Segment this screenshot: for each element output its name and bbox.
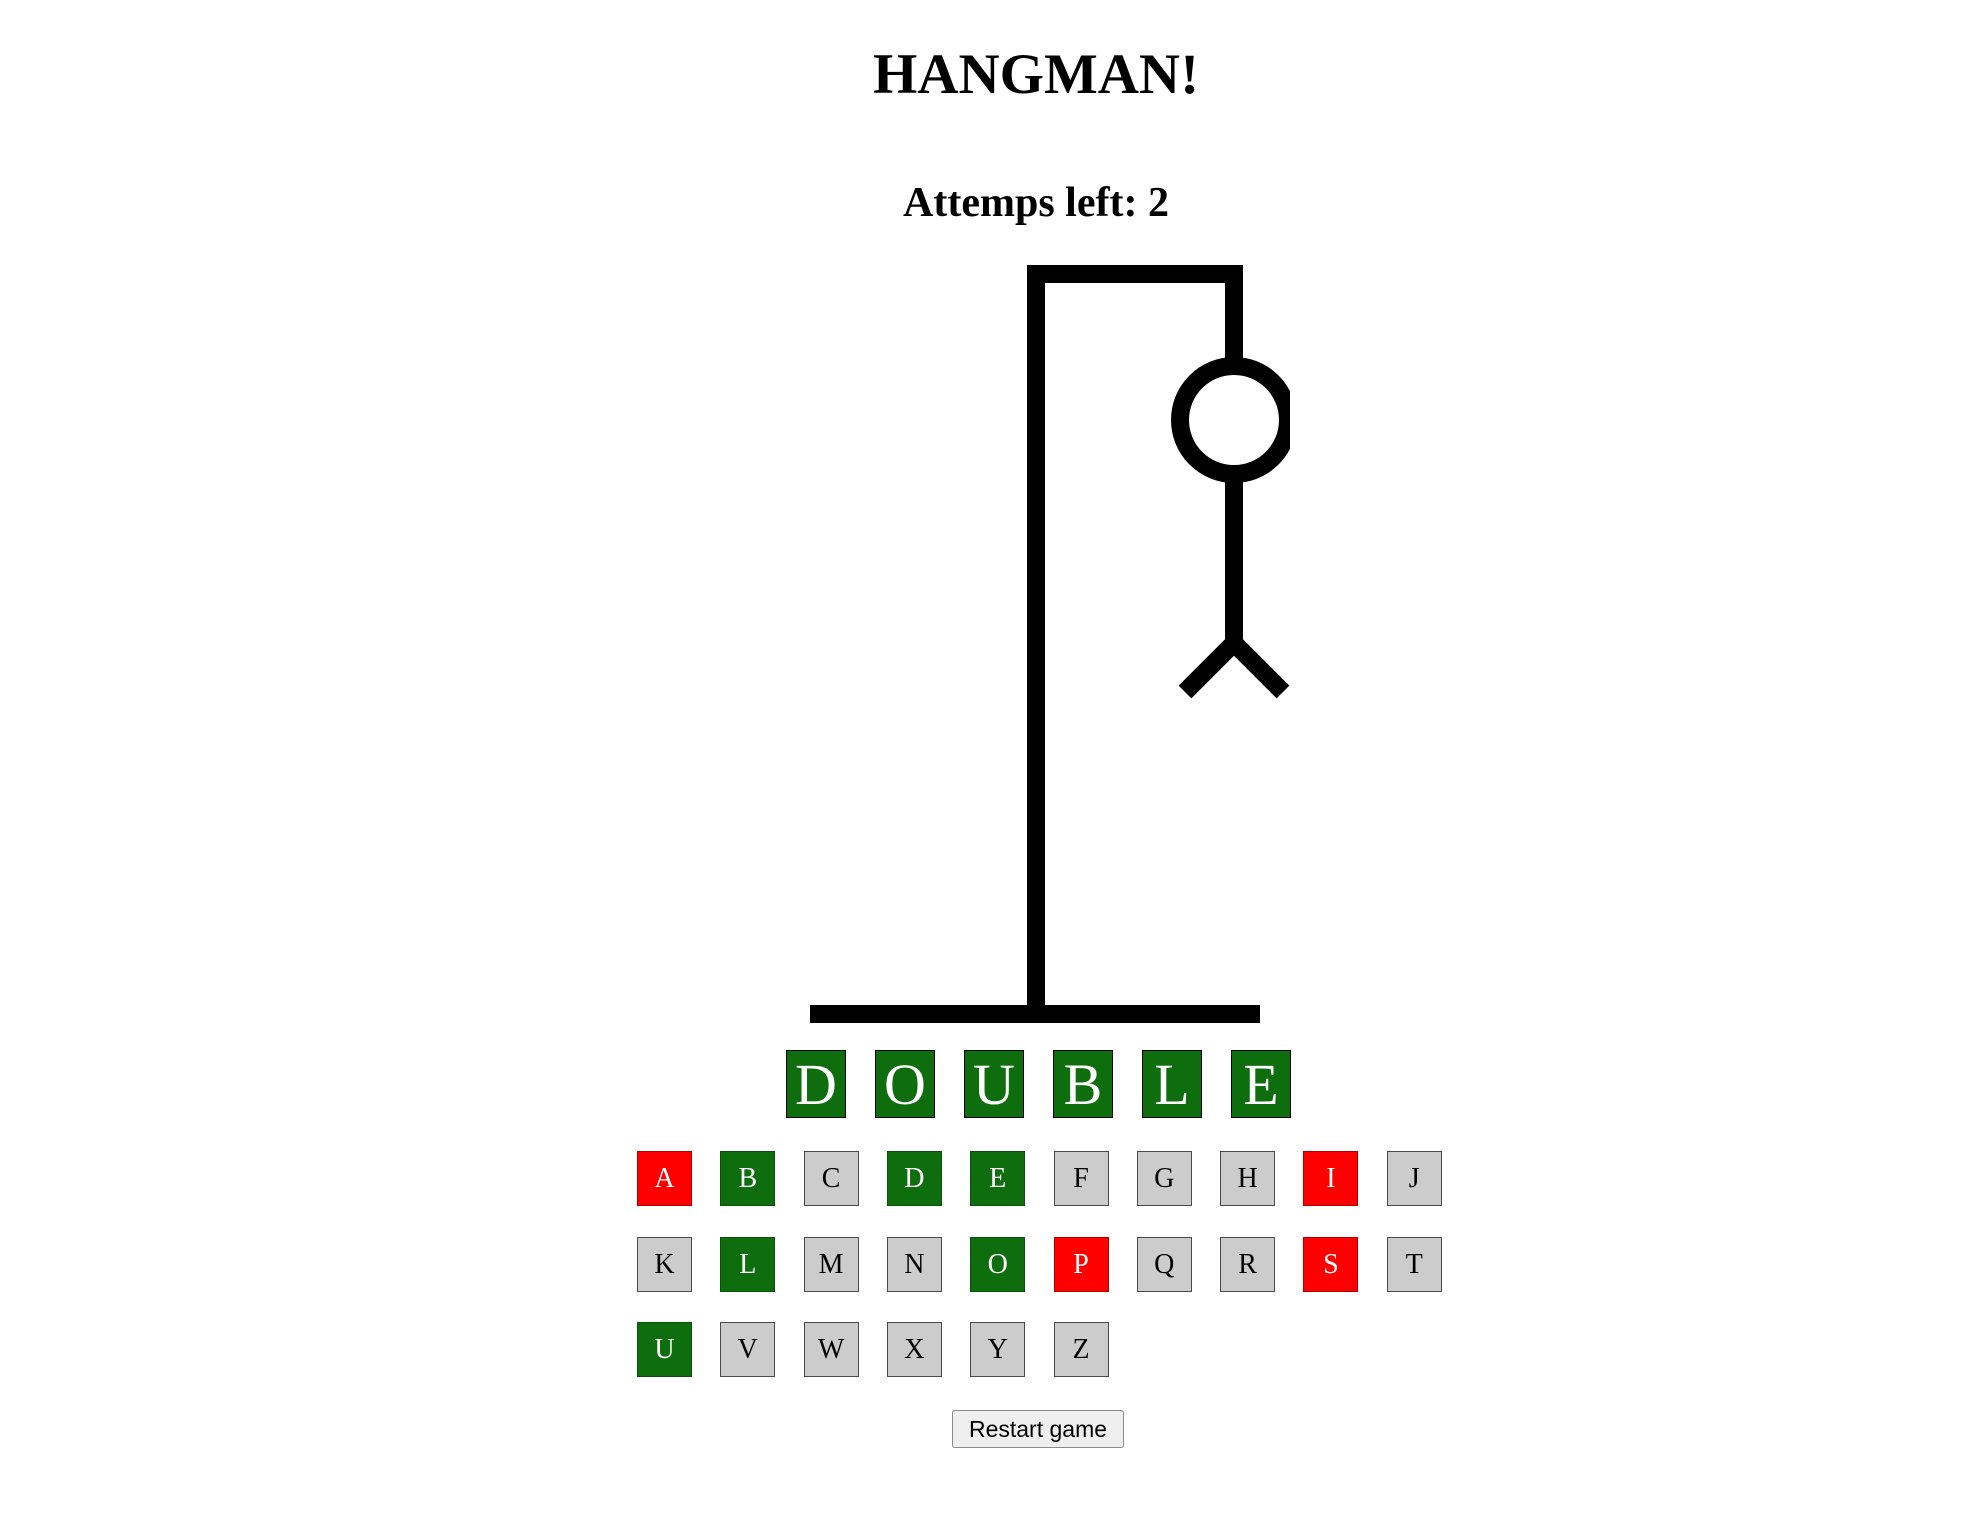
letter-key-y[interactable]: Y <box>970 1322 1026 1377</box>
letter-key-o[interactable]: O <box>970 1236 1026 1292</box>
letter-key-g[interactable]: G <box>1136 1151 1192 1206</box>
letter-key-r[interactable]: R <box>1220 1236 1276 1292</box>
restart-game-button[interactable]: Restart game <box>952 1410 1124 1448</box>
attempts-left-label: Attemps left: 2 <box>903 180 1169 226</box>
letter-key-z[interactable]: Z <box>1053 1322 1109 1377</box>
letter-key-x[interactable]: X <box>886 1322 942 1377</box>
letter-key-q[interactable]: Q <box>1136 1236 1192 1292</box>
word-letter-tile: O <box>875 1050 935 1118</box>
game-title: HANGMAN! <box>872 43 1200 106</box>
letter-key-i[interactable]: I <box>1303 1151 1359 1206</box>
letter-key-v[interactable]: V <box>720 1322 776 1377</box>
letter-key-j[interactable]: J <box>1386 1151 1442 1206</box>
word-letter-tile: E <box>1231 1050 1291 1118</box>
letter-key-l[interactable]: L <box>720 1236 776 1292</box>
word-letter-tile: L <box>1142 1050 1202 1118</box>
letter-key-e[interactable]: E <box>970 1151 1026 1206</box>
letter-key-s[interactable]: S <box>1303 1236 1359 1292</box>
letter-key-p[interactable]: P <box>1053 1236 1109 1292</box>
letter-key-w[interactable]: W <box>803 1322 859 1377</box>
letter-key-c[interactable]: C <box>803 1151 859 1206</box>
hangman-head <box>1171 357 1290 483</box>
hangman-drawing <box>810 265 1290 1023</box>
letter-key-a[interactable]: A <box>637 1151 692 1206</box>
letter-key-d[interactable]: D <box>886 1151 942 1206</box>
letter-key-m[interactable]: M <box>803 1236 859 1292</box>
letter-key-n[interactable]: N <box>886 1236 942 1292</box>
hangman-right-leg <box>1227 636 1290 699</box>
letter-key-u[interactable]: U <box>637 1322 692 1377</box>
word-letter-tile: B <box>1053 1050 1113 1118</box>
letter-key-t[interactable]: T <box>1386 1236 1442 1292</box>
letter-key-f[interactable]: F <box>1053 1151 1109 1206</box>
word-letter-tile: U <box>964 1050 1024 1118</box>
letter-key-h[interactable]: H <box>1220 1151 1276 1206</box>
letter-key-k[interactable]: K <box>637 1236 692 1292</box>
word-letter-tile: D <box>786 1050 846 1118</box>
letter-key-b[interactable]: B <box>720 1151 776 1206</box>
hangman-left-leg <box>1178 636 1241 699</box>
